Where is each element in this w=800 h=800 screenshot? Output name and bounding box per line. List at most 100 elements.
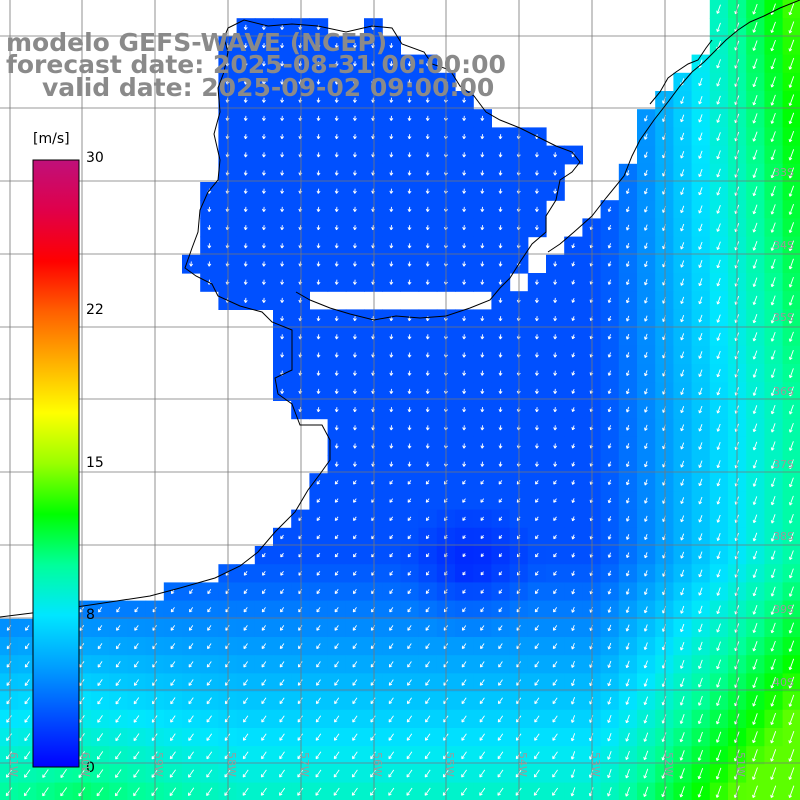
wind-arrow [752, 277, 758, 287]
wind-arrow [770, 258, 776, 270]
wind-arrow [698, 496, 703, 505]
wind-arrow [607, 588, 612, 595]
wind-arrow [96, 787, 104, 797]
wind-arrow [462, 407, 467, 413]
wind-arrow [24, 697, 30, 705]
wind-arrow [297, 715, 303, 723]
wind-arrow [571, 334, 576, 340]
wind-arrow [389, 443, 394, 449]
wind-arrow [534, 297, 539, 303]
wind-arrow [552, 751, 558, 760]
wind-arrow [280, 297, 285, 303]
wind-arrow [388, 697, 394, 705]
wind-arrow [389, 279, 394, 285]
wind-arrow [97, 715, 103, 723]
wind-arrow [698, 515, 703, 523]
wind-arrow [625, 624, 630, 632]
wind-arrow [553, 334, 558, 340]
wind-arrow [788, 730, 795, 744]
wind-arrow [480, 425, 485, 431]
wind-arrow [334, 152, 339, 158]
wind-arrow [716, 168, 721, 178]
wind-arrow [716, 442, 721, 450]
wind-arrow [770, 604, 776, 615]
wind-arrow [680, 242, 685, 250]
colorbar-tick-15: 15 [86, 455, 104, 471]
wind-arrow [407, 425, 412, 431]
wind-arrow [552, 661, 558, 668]
wind-arrow [716, 186, 721, 196]
wind-arrow [6, 697, 12, 705]
wind-arrow [424, 787, 431, 796]
wind-arrow [770, 350, 776, 360]
wind-arrow [698, 187, 703, 196]
wind-arrow [625, 333, 630, 340]
wind-arrow [788, 313, 794, 324]
wind-arrow [498, 625, 503, 631]
wind-arrow [352, 643, 358, 650]
wind-arrow [533, 769, 540, 778]
wind-arrow [716, 405, 721, 414]
wind-arrow [770, 185, 776, 197]
wind-arrow [607, 224, 612, 231]
wind-arrow [680, 387, 685, 395]
wind-arrow [351, 769, 358, 778]
wind-arrow [279, 661, 285, 668]
wind-arrow [389, 370, 394, 376]
wind-arrow [389, 516, 394, 522]
wind-arrow [351, 787, 358, 796]
wind-arrow [462, 607, 466, 613]
wind-arrow [498, 571, 503, 576]
wind-arrow [770, 240, 776, 251]
wind-arrow [716, 241, 721, 251]
wind-arrow [6, 679, 12, 686]
wind-arrow [644, 351, 648, 359]
wind-arrow [407, 370, 412, 376]
wind-arrow [480, 607, 485, 613]
wind-arrow [462, 261, 467, 267]
wind-arrow [644, 315, 648, 322]
wind-arrow [643, 206, 648, 213]
wind-arrow [407, 115, 412, 121]
wind-arrow [752, 113, 758, 124]
wind-arrow [170, 661, 176, 668]
wind-arrow [698, 641, 703, 651]
wind-arrow [752, 295, 758, 306]
wind-arrow [788, 167, 795, 179]
wind-arrow [297, 697, 303, 705]
wind-arrow [571, 479, 576, 485]
wind-arrow [716, 369, 721, 378]
wind-arrow [352, 733, 358, 741]
wind-arrow [553, 297, 558, 303]
wind-arrow [297, 769, 304, 778]
wind-arrow [388, 715, 394, 723]
wind-arrow [389, 79, 394, 85]
wind-arrow [607, 443, 612, 449]
wind-arrow [553, 461, 558, 467]
wind-arrow [625, 497, 630, 504]
wind-arrow [261, 589, 266, 595]
wind-arrow [169, 751, 176, 760]
wind-arrow [462, 461, 467, 467]
wind-arrow [715, 749, 722, 762]
wind-arrow [698, 332, 703, 341]
wind-arrow [480, 643, 485, 650]
wind-arrow [716, 95, 721, 105]
wind-arrow [552, 715, 558, 723]
wind-arrow [389, 225, 394, 231]
wind-arrow [625, 443, 630, 449]
wind-arrow [716, 278, 721, 287]
wind-arrow [334, 134, 339, 140]
wind-arrow [316, 279, 321, 285]
wind-arrow [752, 350, 758, 360]
wind-arrow [752, 76, 758, 88]
wind-arrow [607, 479, 612, 486]
wind-arrow [187, 787, 195, 797]
wind-arrow [788, 3, 795, 16]
wind-arrow [462, 425, 467, 431]
wind-arrow [334, 279, 339, 285]
wind-arrow [261, 61, 266, 67]
wind-arrow [770, 731, 777, 744]
wind-arrow [461, 643, 467, 650]
wind-arrow [425, 715, 431, 723]
